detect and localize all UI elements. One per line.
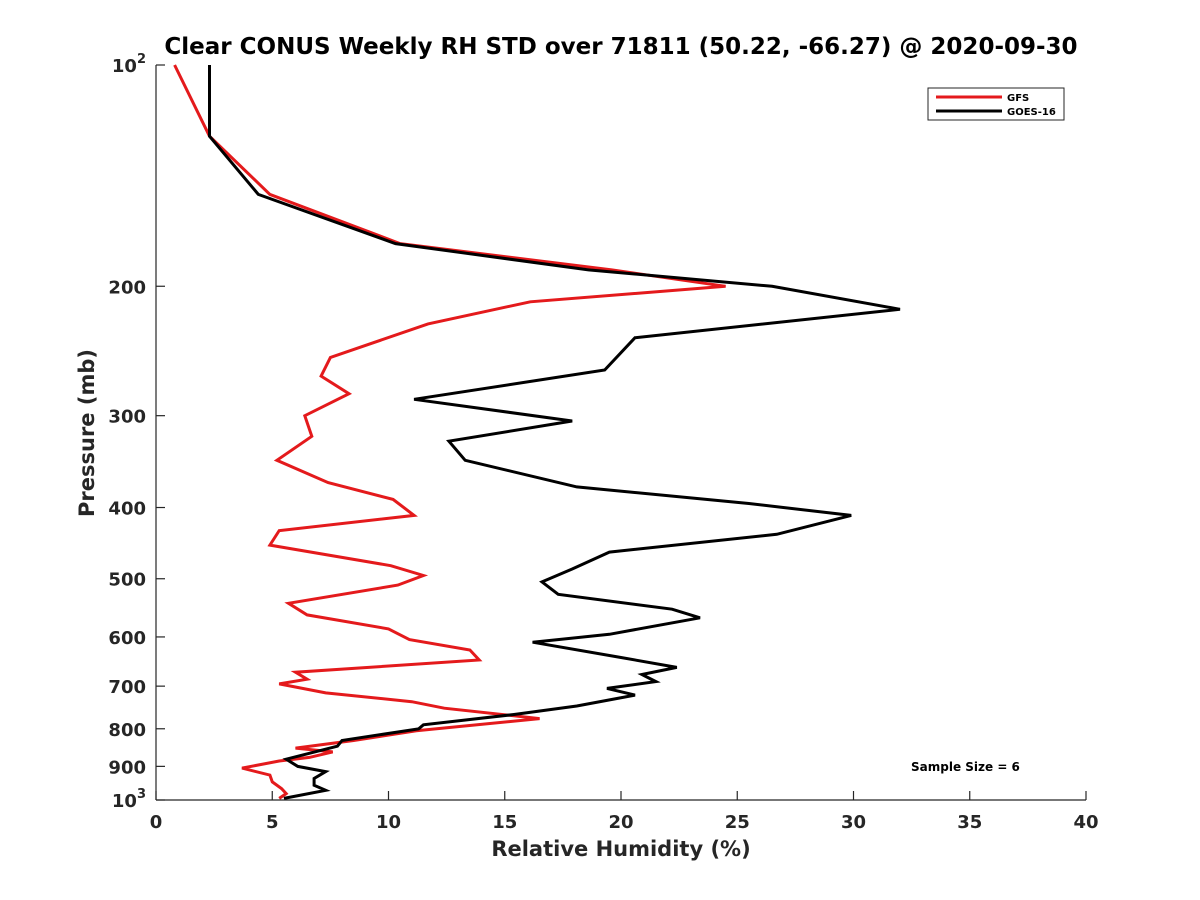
x-tick-label: 0 xyxy=(150,812,163,833)
y-tick-label: 300 xyxy=(108,407,146,428)
series-layer xyxy=(173,64,901,800)
chart-title: Clear CONUS Weekly RH STD over 71811 (50… xyxy=(164,34,1077,60)
x-axis-label: Relative Humidity (%) xyxy=(491,837,750,861)
y-tick-label: 800 xyxy=(108,720,146,741)
x-ticks: 0 5 10 15 20 25 30 35 40 xyxy=(150,791,1099,833)
series-line-gfs xyxy=(173,64,726,800)
y-ticks: 102 200 300 400 500 600 700 800 900 103 xyxy=(108,52,165,812)
x-tick-label: 40 xyxy=(1073,812,1098,833)
legend-box xyxy=(927,87,1065,121)
y-tick-label: 700 xyxy=(108,677,146,698)
x-tick-label: 35 xyxy=(957,812,982,833)
sample-size-annotation: Sample Size = 6 xyxy=(911,760,1020,774)
y-tick-label: 102 xyxy=(112,52,146,77)
x-tick-label: 30 xyxy=(841,812,866,833)
y-tick-label: 400 xyxy=(108,499,146,520)
axes xyxy=(155,65,1086,801)
y-axis-label: Pressure (mb) xyxy=(75,349,99,517)
x-tick-label: 15 xyxy=(492,812,517,833)
series-line-goes16 xyxy=(208,65,901,800)
x-tick-label: 5 xyxy=(266,812,279,833)
y-tick-label: 500 xyxy=(108,570,146,591)
legend: GFS GOES-16 xyxy=(927,87,1065,121)
y-tick-label: 200 xyxy=(108,277,146,298)
y-tick-label: 900 xyxy=(108,757,146,778)
legend-label-gfs: GFS xyxy=(1007,93,1029,104)
x-tick-label: 10 xyxy=(376,812,401,833)
y-tick-label: 103 xyxy=(112,787,146,812)
y-tick-label: 600 xyxy=(108,628,146,649)
x-tick-label: 20 xyxy=(608,812,633,833)
x-tick-label: 25 xyxy=(725,812,750,833)
legend-label-goes16: GOES-16 xyxy=(1007,107,1056,118)
